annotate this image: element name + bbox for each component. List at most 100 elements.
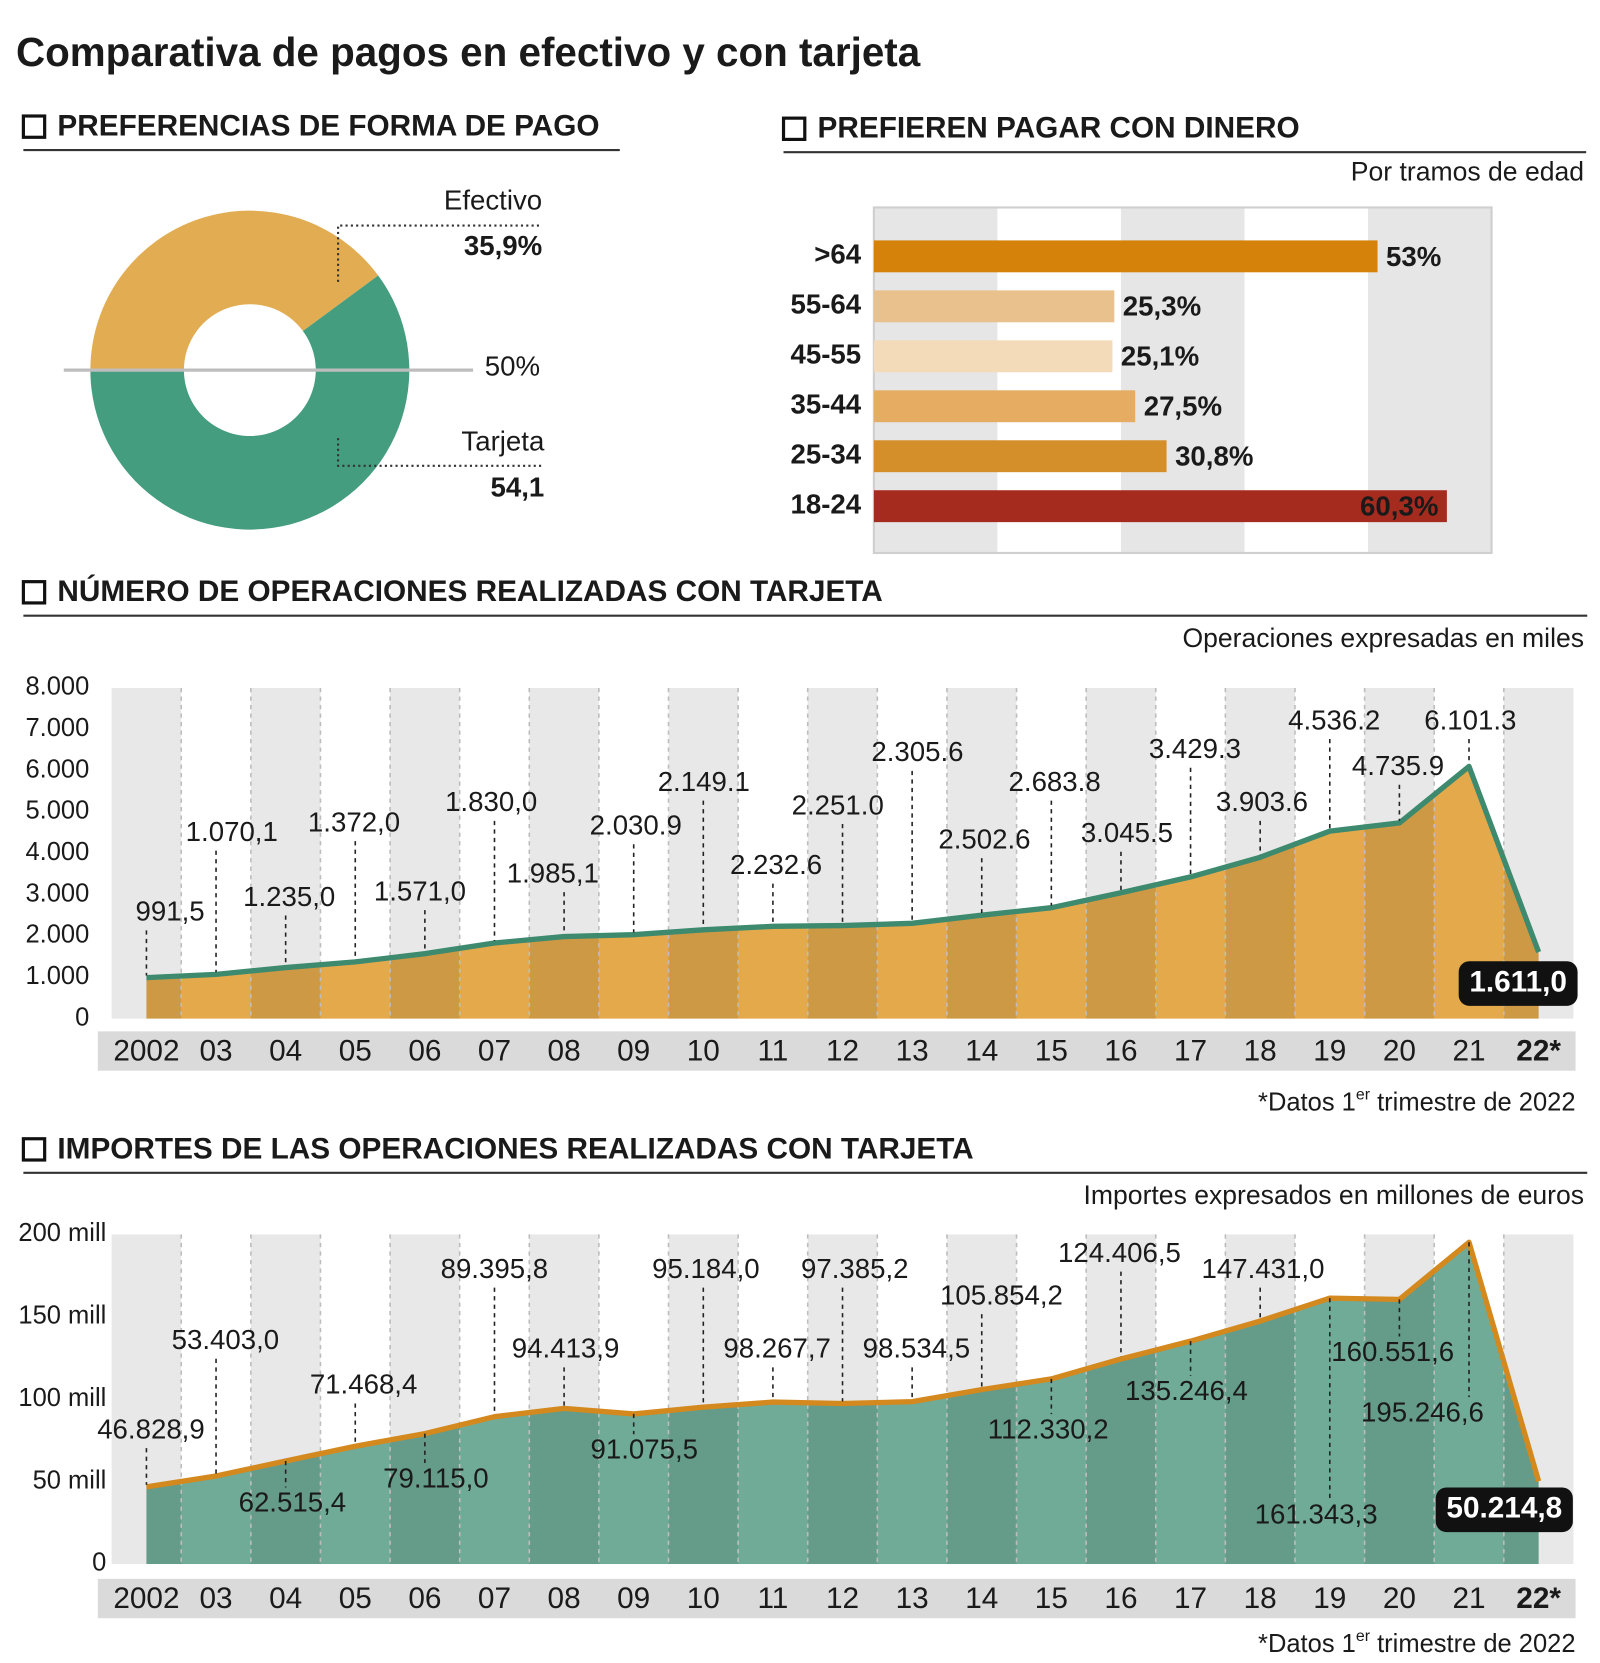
pie-slice <box>90 275 410 530</box>
x-tick-label: 05 <box>339 1582 372 1615</box>
value-label: 6.101.3 <box>1424 704 1516 735</box>
y-tick-label: 2.000 <box>25 921 89 949</box>
value-label: 4.536.2 <box>1288 704 1380 735</box>
value-label: 30,8% <box>1175 441 1253 472</box>
value-label: 161.343,3 <box>1255 1498 1378 1529</box>
x-tick-label: 14 <box>965 1582 998 1615</box>
x-tick-label: 08 <box>548 1034 581 1067</box>
y-tick-label: 150 mill <box>18 1302 106 1330</box>
x-tick-label: 17 <box>1174 1034 1207 1067</box>
category-label: 18-24 <box>790 488 861 519</box>
x-tick-label: 09 <box>617 1582 650 1615</box>
end-value-box <box>1458 961 1578 1006</box>
bar <box>873 340 1113 373</box>
category-strip <box>97 1578 1576 1619</box>
value-label: 94.413,9 <box>512 1333 620 1364</box>
footnote-part: *Datos 1 <box>1258 1088 1356 1116</box>
plot-band <box>111 687 182 1019</box>
x-tick-label: 06 <box>408 1034 441 1067</box>
value-label: 195.246,6 <box>1361 1396 1484 1427</box>
value-label: 4.735.9 <box>1352 750 1444 781</box>
value-label: 53% <box>1386 241 1441 272</box>
x-tick-label: 09 <box>617 1034 650 1067</box>
value-label: 79.115,0 <box>383 1462 488 1493</box>
value-label: 112.330,2 <box>988 1413 1109 1444</box>
value-label: 1.571,0 <box>374 875 466 906</box>
footnote-sup: er <box>1356 1086 1371 1103</box>
x-tick-label: 04 <box>269 1582 302 1615</box>
subtitle: Operaciones expresadas en miles <box>1182 623 1584 653</box>
x-tick-label: 19 <box>1313 1582 1346 1615</box>
value-label: 60,3% <box>1360 491 1438 522</box>
footnote-part: trimestre de 2022 <box>1370 1088 1576 1116</box>
x-tick-label: 10 <box>687 1034 720 1067</box>
x-tick-label: 11 <box>757 1582 788 1615</box>
footnote-part: trimestre de 2022 <box>1370 1630 1576 1658</box>
y-tick-label: 0 <box>75 1003 89 1031</box>
footnote-sup: er <box>1356 1627 1371 1644</box>
y-tick-label: 5.000 <box>25 797 89 825</box>
category-label: Efectivo <box>444 184 542 215</box>
line <box>146 1239 1542 1490</box>
value-label: 97.385,2 <box>801 1253 909 1284</box>
value-label: 3.903.6 <box>1216 786 1308 817</box>
category-label: 55-64 <box>790 289 861 320</box>
label-leader <box>337 438 545 467</box>
value-label: 25,3% <box>1123 291 1201 322</box>
value-label: 27,5% <box>1144 391 1222 422</box>
x-tick-label: 04 <box>269 1034 302 1067</box>
footnote-part: *Datos 1 <box>1258 1630 1356 1658</box>
line <box>146 763 1542 981</box>
value-label: 124.406,5 <box>1058 1237 1181 1268</box>
category-strip <box>97 1031 1576 1071</box>
category-label: 25-34 <box>790 439 861 470</box>
footnote: *Datos 1er trimestre de 2022 <box>1258 1086 1576 1116</box>
x-tick-label: 06 <box>408 1582 441 1615</box>
value-label: 105.854,2 <box>940 1279 1063 1310</box>
x-tick-label: 18 <box>1244 1034 1277 1067</box>
value-label: 62.515,4 <box>239 1487 347 1518</box>
label-leader <box>337 224 543 282</box>
y-tick-label: 200 mill <box>18 1219 106 1247</box>
x-tick-label: 21 <box>1452 1034 1485 1067</box>
bar <box>873 390 1136 423</box>
value-label: 25,1% <box>1121 341 1199 372</box>
x-tick-label: 2002 <box>113 1034 179 1067</box>
reference-label: 50% <box>485 350 540 381</box>
section-title: PREFERENCIAS DE FORMA DE PAGO <box>57 110 599 143</box>
y-tick-label: 6.000 <box>25 755 89 783</box>
section-title: PREFIEREN PAGAR CON DINERO <box>818 112 1300 145</box>
pie-slice <box>90 210 379 371</box>
x-tick-label: 2002 <box>113 1582 179 1615</box>
value-label: 71.468,4 <box>310 1369 418 1400</box>
y-tick-label: 1.000 <box>25 962 89 990</box>
bar <box>873 440 1167 473</box>
value-label: 1.372,0 <box>308 806 400 837</box>
header-box <box>21 580 47 605</box>
value-label: 98.267,7 <box>723 1333 831 1364</box>
header-box <box>21 1137 47 1162</box>
x-tick-label: 03 <box>199 1582 232 1615</box>
x-tick-label: 20 <box>1383 1034 1416 1067</box>
category-label: >64 <box>814 239 861 270</box>
page-title: Comparativa de pagos en efectivo y con t… <box>16 29 921 75</box>
value-label: 91.075,5 <box>590 1434 698 1465</box>
area <box>146 1242 1539 1564</box>
value-label: 2.251.0 <box>792 789 884 820</box>
x-tick-label: 21 <box>1452 1582 1485 1615</box>
value-label: 53.403,0 <box>172 1324 280 1355</box>
header-box <box>21 114 47 139</box>
value-label: 147.431,0 <box>1202 1253 1325 1284</box>
x-tick-label: 07 <box>478 1582 511 1615</box>
value-label: 1.070,1 <box>186 816 278 847</box>
section-title: IMPORTES DE LAS OPERACIONES REALIZADAS C… <box>57 1132 973 1165</box>
y-tick-label: 7.000 <box>25 714 89 742</box>
value-label: 2.305.6 <box>871 736 963 767</box>
y-tick-label: 8.000 <box>25 673 89 701</box>
y-tick-label: 100 mill <box>18 1384 106 1412</box>
x-tick-label: 19 <box>1313 1034 1346 1067</box>
x-tick-label: 10 <box>687 1582 720 1615</box>
bar <box>873 290 1115 323</box>
x-tick-label: 16 <box>1104 1582 1137 1615</box>
value-label: 2.683.8 <box>1009 766 1101 797</box>
